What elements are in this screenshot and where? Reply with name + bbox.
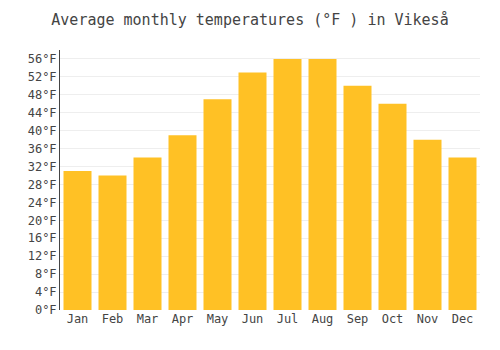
svg-text:44°F: 44°F	[28, 106, 57, 120]
svg-text:48°F: 48°F	[28, 88, 57, 102]
svg-text:Sep: Sep	[347, 312, 369, 326]
svg-text:32°F: 32°F	[28, 160, 57, 174]
svg-text:Aug: Aug	[312, 312, 334, 326]
svg-text:Mar: Mar	[137, 312, 159, 326]
svg-text:Dec: Dec	[452, 312, 474, 326]
svg-text:8°F: 8°F	[35, 267, 57, 281]
svg-text:Apr: Apr	[172, 312, 194, 326]
svg-text:36°F: 36°F	[28, 142, 57, 156]
svg-text:56°F: 56°F	[28, 52, 57, 66]
svg-text:24°F: 24°F	[28, 196, 57, 210]
svg-text:40°F: 40°F	[28, 124, 57, 138]
svg-text:0°F: 0°F	[35, 303, 57, 317]
svg-text:Oct: Oct	[382, 312, 404, 326]
svg-text:28°F: 28°F	[28, 178, 57, 192]
svg-text:Jun: Jun	[242, 312, 264, 326]
svg-text:20°F: 20°F	[28, 214, 57, 228]
svg-text:Nov: Nov	[417, 312, 439, 326]
svg-text:Average monthly temperatures (: Average monthly temperatures (°F ) in Vi…	[51, 11, 448, 29]
svg-text:Feb: Feb	[102, 312, 124, 326]
svg-text:4°F: 4°F	[35, 285, 57, 299]
svg-text:16°F: 16°F	[28, 231, 57, 245]
svg-text:Jan: Jan	[67, 312, 89, 326]
svg-text:Jul: Jul	[277, 312, 299, 326]
svg-text:52°F: 52°F	[28, 70, 57, 84]
svg-text:12°F: 12°F	[28, 249, 57, 263]
svg-text:May: May	[207, 312, 229, 326]
